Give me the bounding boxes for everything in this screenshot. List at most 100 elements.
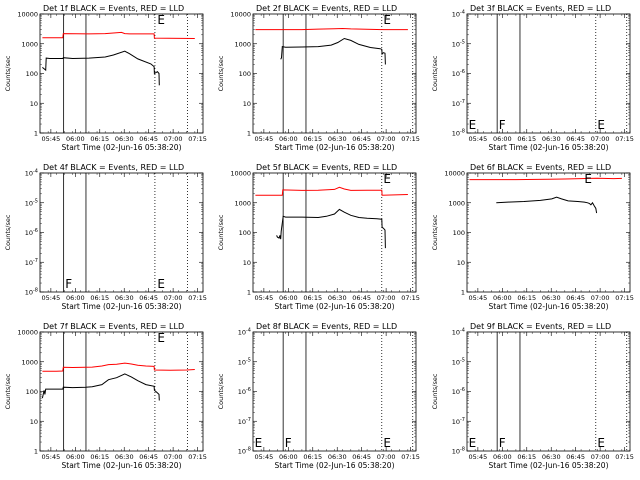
x-tick-label: 06:45 (139, 135, 158, 143)
panel-title: Det 9f BLACK = Events, RED = LLD (470, 322, 611, 331)
y-axis-label: Counts/sec (431, 373, 439, 409)
x-tick-label: 06:45 (566, 135, 585, 143)
x-tick-label: 06:30 (542, 135, 561, 143)
detector-panel-6: Det 6f BLACK = Events, RED = LLD 1 10 100 10… (431, 163, 634, 311)
y-tick-label: 10000 (17, 11, 38, 19)
x-tick-label: 06:45 (139, 453, 158, 461)
series-line (255, 186, 408, 196)
y-tick-label: 1000 (448, 199, 465, 207)
x-axis-label: Start Time (02-Jun-16 05:38:20) (62, 461, 182, 470)
event-marker-label: E (469, 436, 477, 450)
y-tick-label: 10-8 (452, 447, 465, 456)
event-marker-label: F (499, 118, 506, 132)
x-tick-label: 06:15 (303, 453, 322, 461)
x-tick-label: 06:30 (328, 135, 347, 143)
x-tick-label: 06:15 (303, 294, 322, 302)
plot-frame (39, 331, 204, 452)
series-line (496, 196, 598, 214)
plot-frame (466, 172, 631, 293)
event-marker-label: F (285, 436, 292, 450)
x-tick-label: 06:00 (66, 453, 85, 461)
y-tick-label: 10-6 (25, 228, 38, 237)
x-tick-label: 07:15 (188, 294, 207, 302)
plot-frame (252, 172, 417, 293)
x-tick-label: 07:15 (401, 453, 420, 461)
x-tick-label: 06:30 (542, 294, 561, 302)
x-tick-label: 07:15 (615, 453, 634, 461)
event-marker-label: E (597, 118, 605, 132)
y-tick-label: 1 (247, 289, 251, 297)
detector-panel-4: Det 4f BLACK = Events, RED = LLD 10-8 10-7… (4, 163, 207, 311)
x-tick-label: 07:00 (377, 135, 396, 143)
y-tick-label: 10 (457, 259, 465, 267)
x-tick-label: 07:00 (591, 135, 610, 143)
panel-title: Det 1f BLACK = Events, RED = LLD (43, 4, 184, 13)
panel-title: Det 5f BLACK = Events, RED = LLD (256, 163, 397, 172)
y-axis-label: Counts/sec (431, 55, 439, 91)
y-axis-label: Counts/sec (4, 214, 12, 250)
x-tick-label: 06:30 (542, 453, 561, 461)
plot-frame (466, 331, 631, 452)
event-marker-label: E (383, 436, 391, 450)
x-tick-label: 07:00 (377, 453, 396, 461)
y-tick-label: 10-5 (452, 357, 465, 366)
series-line (255, 27, 408, 31)
y-tick-label: 1000 (234, 40, 251, 48)
y-tick-label: 100 (26, 70, 38, 78)
x-tick-label: 06:00 (493, 135, 512, 143)
y-axis-label: Counts/sec (4, 55, 12, 91)
y-tick-label: 100 (26, 388, 38, 396)
plot-frame (466, 13, 631, 134)
x-axis-label: Start Time (02-Jun-16 05:38:20) (275, 461, 395, 470)
x-tick-label: 05:45 (469, 294, 488, 302)
event-marker-label: E (383, 13, 391, 27)
panel-title: Det 7f BLACK = Events, RED = LLD (43, 322, 184, 331)
plot-frame (39, 13, 204, 134)
x-axis-label: Start Time (02-Jun-16 05:38:20) (489, 461, 609, 470)
y-tick-label: 10-7 (452, 417, 465, 426)
event-marker-label: E (597, 436, 605, 450)
y-tick-label: 10-8 (238, 447, 251, 456)
x-tick-label: 05:45 (469, 135, 488, 143)
panel-title: Det 4f BLACK = Events, RED = LLD (43, 163, 184, 172)
x-tick-label: 07:15 (401, 135, 420, 143)
y-tick-label: 10-4 (25, 169, 38, 178)
y-tick-label: 100 (239, 229, 251, 237)
series-line (42, 31, 195, 39)
y-tick-label: 10-7 (25, 258, 38, 267)
x-tick-label: 06:30 (328, 294, 347, 302)
x-tick-label: 06:30 (328, 453, 347, 461)
plot-frame (252, 331, 417, 452)
event-marker-label: E (383, 172, 391, 186)
x-tick-label: 06:45 (352, 135, 371, 143)
x-tick-label: 05:45 (42, 135, 61, 143)
y-tick-label: 10-4 (452, 10, 465, 19)
detector-panel-9: Det 9f BLACK = Events, RED = LLD 10-8 10-7… (431, 322, 634, 470)
y-tick-label: 10-6 (452, 387, 465, 396)
x-tick-label: 05:45 (42, 294, 61, 302)
x-tick-label: 06:45 (566, 294, 585, 302)
y-tick-label: 10-5 (452, 39, 465, 48)
series-line (276, 208, 386, 249)
x-tick-label: 05:45 (255, 135, 274, 143)
x-tick-label: 07:15 (615, 294, 634, 302)
panel-title: Det 3f BLACK = Events, RED = LLD (470, 4, 611, 13)
x-tick-label: 06:45 (139, 294, 158, 302)
x-tick-label: 06:15 (517, 294, 536, 302)
y-tick-label: 10-6 (238, 387, 251, 396)
plot-frame (39, 172, 204, 293)
x-tick-label: 07:00 (591, 294, 610, 302)
y-axis-label: Counts/sec (217, 55, 225, 91)
event-marker-label: E (157, 13, 165, 27)
y-tick-label: 10000 (230, 11, 251, 19)
x-tick-label: 05:45 (255, 453, 274, 461)
y-axis-label: Counts/sec (217, 373, 225, 409)
x-axis-label: Start Time (02-Jun-16 05:38:20) (62, 143, 182, 152)
x-axis-label: Start Time (02-Jun-16 05:38:20) (489, 143, 609, 152)
detector-panel-7: Det 7f BLACK = Events, RED = LLD 1 10 100 10… (4, 322, 207, 470)
series-line (469, 177, 622, 181)
y-tick-label: 10-6 (452, 69, 465, 78)
y-tick-label: 10 (30, 418, 38, 426)
x-tick-label: 07:00 (164, 453, 183, 461)
detector-panel-2: Det 2f BLACK = Events, RED = LLD 1 10 100 10… (217, 4, 420, 152)
